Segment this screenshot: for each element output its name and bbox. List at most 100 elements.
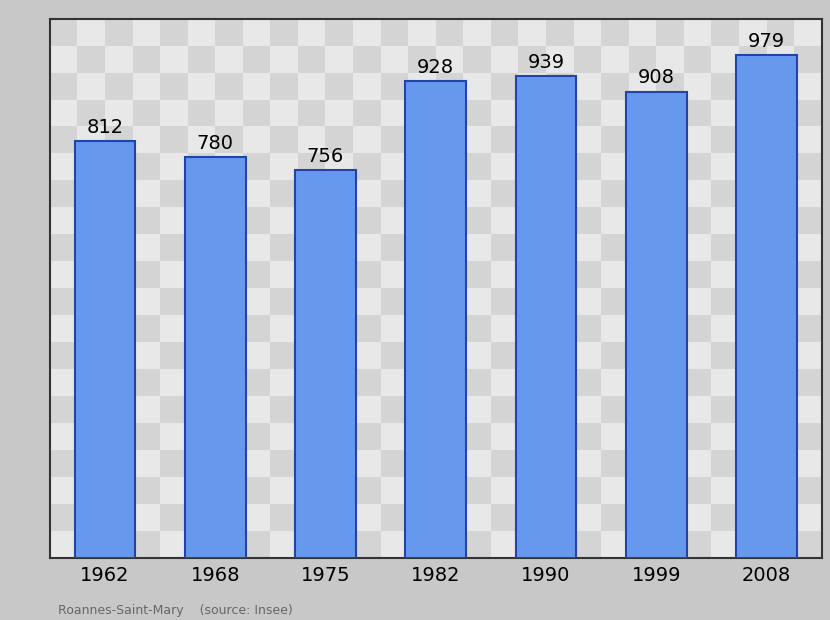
Bar bbox=[325, 262, 353, 288]
Bar bbox=[133, 370, 160, 396]
Bar bbox=[77, 288, 105, 316]
Bar bbox=[519, 262, 546, 288]
Bar bbox=[574, 180, 601, 207]
Bar bbox=[794, 46, 822, 73]
Bar bbox=[105, 0, 133, 19]
Bar bbox=[133, 504, 160, 531]
Bar bbox=[381, 531, 408, 558]
Bar bbox=[243, 477, 271, 504]
Bar bbox=[160, 450, 188, 477]
Bar bbox=[629, 180, 657, 207]
Bar bbox=[271, 423, 298, 450]
Bar bbox=[629, 0, 657, 19]
Bar bbox=[436, 73, 463, 100]
Bar bbox=[243, 19, 271, 46]
Bar bbox=[408, 288, 436, 316]
Bar bbox=[185, 157, 246, 558]
Bar bbox=[822, 477, 830, 504]
Bar bbox=[491, 99, 519, 126]
Bar bbox=[519, 73, 546, 100]
Bar bbox=[160, 207, 188, 234]
Bar bbox=[215, 73, 243, 100]
Bar bbox=[519, 504, 546, 531]
Bar bbox=[684, 234, 711, 262]
Bar bbox=[684, 342, 711, 370]
Bar bbox=[243, 370, 271, 396]
Bar bbox=[325, 46, 353, 73]
Bar bbox=[684, 370, 711, 396]
Bar bbox=[684, 504, 711, 531]
Bar bbox=[271, 154, 298, 180]
Bar bbox=[684, 19, 711, 46]
Bar bbox=[601, 370, 629, 396]
Bar bbox=[767, 477, 794, 504]
Bar bbox=[50, 262, 77, 288]
Bar bbox=[105, 288, 133, 316]
Bar bbox=[626, 92, 686, 558]
Bar bbox=[408, 262, 436, 288]
Bar bbox=[105, 477, 133, 504]
Bar bbox=[491, 315, 519, 342]
Bar bbox=[491, 207, 519, 234]
Bar bbox=[215, 19, 243, 46]
Bar bbox=[519, 46, 546, 73]
Bar bbox=[160, 396, 188, 423]
Bar bbox=[822, 207, 830, 234]
Bar bbox=[298, 423, 325, 450]
Bar bbox=[463, 396, 491, 423]
Bar bbox=[353, 46, 381, 73]
Bar bbox=[601, 315, 629, 342]
Bar bbox=[711, 262, 739, 288]
Bar bbox=[298, 262, 325, 288]
Bar bbox=[657, 342, 684, 370]
Bar bbox=[188, 0, 215, 19]
Bar bbox=[601, 396, 629, 423]
Bar bbox=[463, 315, 491, 342]
Bar bbox=[105, 73, 133, 100]
Bar bbox=[298, 396, 325, 423]
Bar bbox=[601, 180, 629, 207]
Bar bbox=[105, 531, 133, 558]
Bar bbox=[215, 396, 243, 423]
Bar bbox=[657, 180, 684, 207]
Bar bbox=[711, 234, 739, 262]
Bar bbox=[711, 73, 739, 100]
Bar bbox=[408, 477, 436, 504]
Bar bbox=[736, 55, 797, 558]
Bar bbox=[629, 504, 657, 531]
Bar bbox=[739, 342, 767, 370]
Bar bbox=[133, 396, 160, 423]
Bar bbox=[160, 342, 188, 370]
Bar bbox=[684, 315, 711, 342]
Bar bbox=[215, 207, 243, 234]
Bar bbox=[50, 180, 77, 207]
Bar bbox=[739, 504, 767, 531]
Bar bbox=[463, 99, 491, 126]
Bar bbox=[629, 262, 657, 288]
Bar bbox=[50, 477, 77, 504]
Bar bbox=[353, 531, 381, 558]
Bar bbox=[657, 126, 684, 154]
Bar bbox=[298, 154, 325, 180]
Bar bbox=[794, 207, 822, 234]
Bar bbox=[105, 342, 133, 370]
Bar bbox=[215, 99, 243, 126]
Bar bbox=[629, 126, 657, 154]
Bar bbox=[739, 423, 767, 450]
Text: 979: 979 bbox=[748, 32, 785, 51]
Bar bbox=[657, 19, 684, 46]
Bar bbox=[215, 315, 243, 342]
Bar bbox=[711, 0, 739, 19]
Bar bbox=[353, 370, 381, 396]
Bar bbox=[105, 126, 133, 154]
Bar bbox=[243, 504, 271, 531]
Bar bbox=[325, 396, 353, 423]
Bar bbox=[711, 477, 739, 504]
Bar bbox=[767, 73, 794, 100]
Bar bbox=[491, 46, 519, 73]
Bar bbox=[657, 207, 684, 234]
Bar bbox=[160, 531, 188, 558]
Bar bbox=[50, 234, 77, 262]
Bar bbox=[684, 396, 711, 423]
Bar bbox=[215, 180, 243, 207]
